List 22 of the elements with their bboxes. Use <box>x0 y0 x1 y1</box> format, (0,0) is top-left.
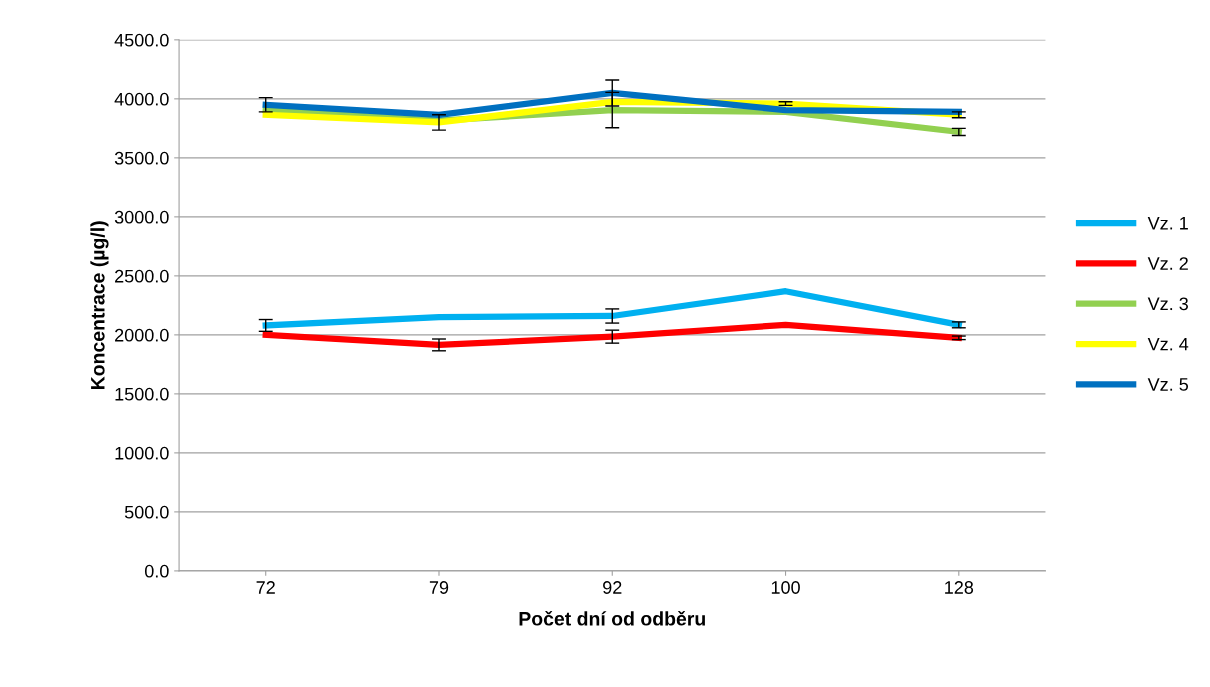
x-axis-title: Počet dní od odběru <box>519 610 705 626</box>
legend-label: Vz. 4 <box>1147 337 1189 351</box>
x-tick-label: 128 <box>945 581 974 594</box>
legend-label: Vz. 2 <box>1147 257 1188 270</box>
y-tick-label: 1000.0 <box>115 446 169 460</box>
y-tick-label: 3500.0 <box>114 151 169 165</box>
y-tick-label: 2500.0 <box>115 269 169 283</box>
y-tick-label: 3000.0 <box>114 210 169 224</box>
x-tick-label: 72 <box>256 581 275 594</box>
legend-label: Vz. 1 <box>1147 217 1188 230</box>
y-axis-title: Koncentrace (µg/l) <box>90 221 109 390</box>
y-tick-label: 2000.0 <box>115 328 169 342</box>
y-tick-label: 500.0 <box>124 505 169 519</box>
legend-label: Vz. 3 <box>1147 297 1188 311</box>
legend-label: Vz. 5 <box>1147 378 1189 391</box>
y-tick-label: 4000.0 <box>114 92 169 106</box>
y-tick-label: 4500.0 <box>114 33 169 47</box>
x-tick-label: 79 <box>429 581 449 594</box>
x-tick-label: 100 <box>771 581 800 594</box>
x-tick-label: 92 <box>603 581 622 594</box>
y-tick-label: 0.0 <box>144 564 169 578</box>
y-tick-label: 1500.0 <box>115 387 169 401</box>
